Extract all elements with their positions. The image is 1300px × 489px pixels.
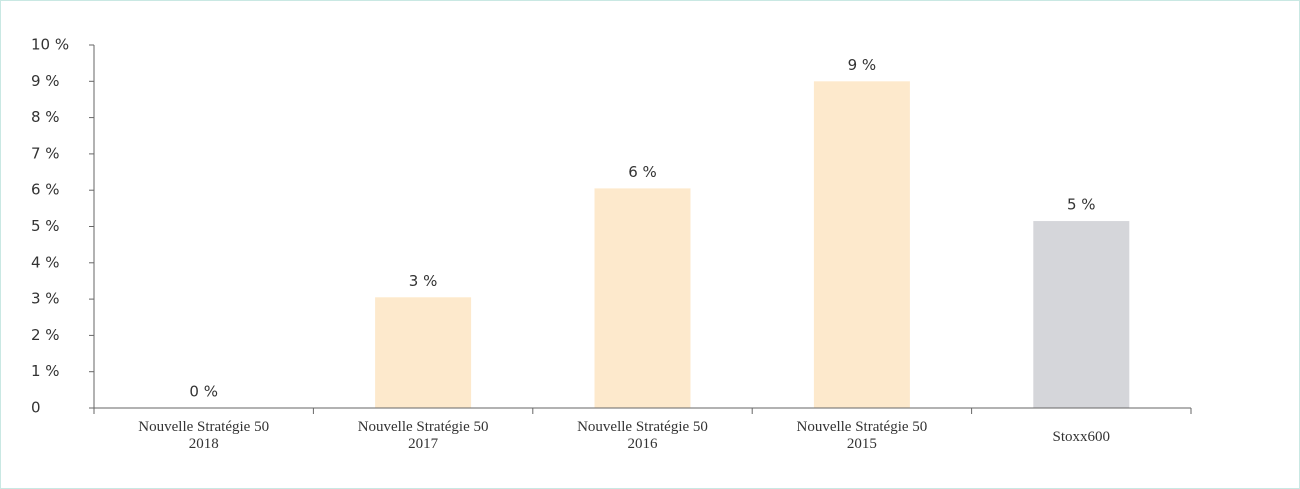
data-label: 6 % [628, 163, 657, 181]
bar [1033, 221, 1130, 408]
y-tick-label: 7 % [31, 144, 60, 162]
y-tick-label: 5 % [31, 217, 60, 235]
y-tick-label: 1 % [31, 362, 60, 380]
y-tick-label: 2 % [31, 326, 60, 344]
bar [813, 81, 910, 409]
y-tick-label: 9 % [31, 72, 60, 90]
data-label: 5 % [1067, 196, 1096, 214]
y-tick-label: 0 [31, 399, 41, 417]
y-tick-label: 8 % [31, 108, 60, 126]
data-label: 9 % [848, 56, 877, 74]
x-tick-label: Nouvelle Stratégie 50 2018 [138, 419, 270, 452]
x-tick-label: Nouvelle Stratégie 50 2016 [577, 419, 708, 452]
data-label: 0 % [189, 383, 218, 401]
x-tick-label: Nouvelle Stratégie 50 2015 [796, 419, 928, 452]
y-tick-label: 6 % [31, 181, 60, 199]
y-tick-label: 10 % [31, 36, 69, 54]
x-tick-label: Nouvelle Stratégie 50 2017 [357, 419, 489, 452]
y-tick-label: 3 % [31, 290, 60, 308]
bar [594, 188, 691, 408]
bar [375, 297, 472, 408]
x-tick-label: Stoxx600 [1052, 429, 1111, 445]
y-tick-label: 4 % [31, 253, 60, 271]
data-label: 3 % [409, 272, 438, 290]
